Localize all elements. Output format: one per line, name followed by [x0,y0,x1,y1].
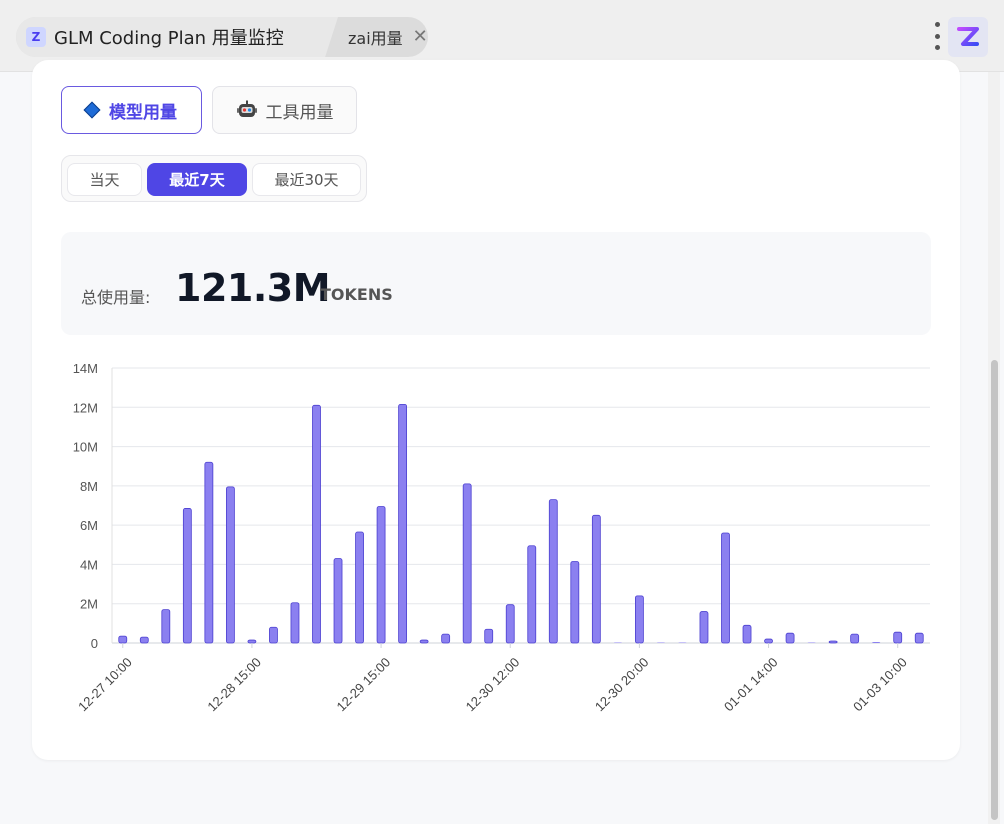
robot-icon [236,100,257,117]
usage-bar-chart: 0 2M 4M 6M 8M 10M 12M 14M 12-27 10:00 12-28 15:00… [73,361,930,715]
bar [613,642,622,643]
range-last7-button[interactable]: 最近7天 [147,163,247,196]
x-tick-label: 12-29 15:00 [334,655,394,715]
bar [462,483,472,644]
z-extension-icon[interactable] [948,17,988,57]
x-tick-label: 12-27 10:00 [75,655,135,715]
bar [161,609,171,644]
x-tick-label: 12-30 20:00 [592,655,652,715]
bar [591,514,601,644]
bar [807,642,816,643]
total-usage-label: 总使用量: [81,288,151,307]
scrollbar-thumb[interactable] [991,360,998,820]
x-tick-label: 12-28 15:00 [204,655,264,715]
bar [333,558,343,644]
bar [548,499,558,644]
time-range-selector: 当天 最近7天 最近30天 [61,155,367,202]
bar [828,640,838,644]
y-tick-label: 8M [80,479,98,494]
bar [484,628,494,644]
y-tick-label: 12M [73,400,98,415]
bar [656,642,665,643]
y-tick-label: 4M [80,557,98,572]
z-logo-icon: Z [26,27,46,47]
total-usage-summary: 总使用量: 121.3M TOKENS [61,232,931,335]
y-tick-label: 0 [91,636,98,651]
bar [247,639,257,644]
bar [225,486,235,644]
bar [355,531,364,644]
bar [785,632,795,644]
tab-zai-usage[interactable]: zai用量 ✕ [334,17,428,57]
range-last30-button[interactable]: 最近30天 [252,163,361,196]
bar [527,545,537,644]
bar [312,404,321,644]
kebab-menu-icon[interactable] [930,22,944,50]
bar [505,604,515,644]
bar [914,632,924,644]
bar [398,403,408,644]
bar [764,638,773,644]
bar [850,633,860,644]
y-tick-label: 14M [73,361,98,376]
bar [139,636,149,644]
tab-title: GLM Coding Plan 用量监控 [54,28,284,49]
bar [872,642,881,643]
bar [634,595,644,644]
x-tick-label: 01-03 10:00 [850,655,910,715]
diamond-icon [83,101,101,119]
y-tick-label: 6M [80,518,98,533]
bar [204,461,214,644]
bar [182,508,192,644]
bar [893,631,903,644]
y-tick-label: 10M [73,440,98,455]
close-icon[interactable]: ✕ [412,26,428,47]
total-usage-value: 121.3M [175,266,331,310]
bar [721,532,730,644]
bar [419,639,429,644]
bar [699,611,709,644]
range-today-button[interactable]: 当天 [67,163,142,196]
bar [290,602,300,644]
tool-usage-button[interactable]: 工具用量 [212,86,357,134]
bar [570,561,580,644]
bar [742,624,752,644]
bar [269,626,278,644]
total-usage-unit: TOKENS [320,285,393,304]
bar [376,506,386,644]
y-tick-label: 2M [80,597,98,612]
tab-title: zai用量 [348,29,403,48]
bar [441,633,451,644]
x-tick-label: 12-30 12:00 [463,655,523,715]
tool-usage-label: 工具用量 [265,102,334,123]
bar [118,635,128,644]
x-tick-label: 01-01 14:00 [721,655,781,715]
bar [678,642,687,643]
tab-glm-usage[interactable]: Z GLM Coding Plan 用量监控 [16,17,338,57]
model-usage-label: 模型用量 [109,102,177,123]
tab-strip: Z GLM Coding Plan 用量监控 zai用量 ✕ [16,17,428,57]
model-usage-button[interactable]: 模型用量 [61,86,202,134]
